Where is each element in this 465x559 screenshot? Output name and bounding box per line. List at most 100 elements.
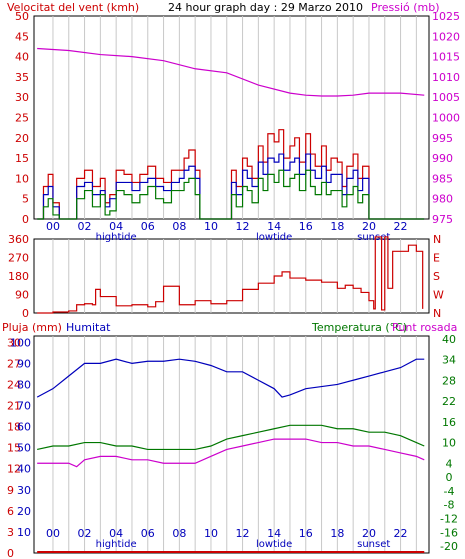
pressure-tick-label: 1020: [432, 30, 460, 43]
humidity-tick-label: 50: [17, 442, 31, 455]
wind-tick-label: 0: [22, 213, 29, 226]
top-chart-title: 24 hour graph day : 29 Marzo 2010: [168, 1, 363, 14]
humidity-temp-panel: [33, 335, 430, 554]
temperature-tick-label: 10: [442, 437, 456, 450]
temperature-tick-label: -8: [444, 499, 455, 512]
direction-tick-label: 90: [15, 289, 29, 302]
x-tick-label: 06: [141, 220, 155, 233]
x-tick-label-bottom: 20: [362, 527, 376, 540]
direction-compass-label: N: [433, 307, 441, 320]
humidity-tick-label: 90: [17, 357, 31, 370]
x-tick-label: 00: [46, 220, 60, 233]
temperature-tick-label: -20: [440, 540, 458, 553]
temperature-tick-label: 4: [446, 457, 453, 470]
x-tick-label: 08: [172, 220, 186, 233]
tide-marker-label-bottom: sunset: [357, 539, 390, 550]
direction-tick-label: 180: [8, 270, 29, 283]
x-tick-label: 16: [299, 220, 313, 233]
temperature-tick-label: 34: [442, 354, 456, 367]
x-tick-label-bottom: 10: [204, 527, 218, 540]
temperature-tick-label: -4: [444, 485, 455, 498]
wind-tick-label: 5: [22, 193, 29, 206]
x-tick-label: 14: [267, 220, 281, 233]
pressure-tick-label: 990: [432, 152, 453, 165]
x-tick-label: 02: [78, 220, 92, 233]
temperature-tick-label: -12: [440, 512, 458, 525]
rain-axis-label: Pluja (mm): [2, 321, 62, 334]
wind-avg-line: [37, 153, 425, 220]
wind-tick-label: 40: [15, 51, 29, 64]
x-tick-label: 10: [204, 220, 218, 233]
rain-tick-label: 18: [7, 421, 21, 434]
dewpoint-line: [37, 438, 425, 468]
pressure-tick-label: 980: [432, 193, 453, 206]
wind-min-line: [37, 169, 425, 220]
rain-tick-label: 21: [7, 400, 21, 413]
x-tick-label: 22: [394, 220, 408, 233]
temperature-tick-label: 16: [442, 416, 456, 429]
direction-tick-label: 270: [8, 252, 29, 265]
humidity-axis-label: Humitat: [66, 321, 111, 334]
tide-marker-label: hightide: [96, 232, 137, 243]
rain-tick-label: 6: [7, 505, 14, 518]
direction-compass-label: E: [433, 252, 440, 265]
tide-marker-label: sunset: [357, 232, 390, 243]
wind-tick-label: 50: [15, 10, 29, 23]
humidity-tick-label: 10: [17, 526, 31, 539]
pressure-tick-label: 975: [432, 213, 453, 226]
tide-marker-label-bottom: lowtide: [256, 539, 292, 550]
rain-tick-label: 3: [7, 526, 14, 539]
humidity-line: [36, 358, 425, 398]
x-tick-label: 12: [236, 220, 250, 233]
humidity-tick-label: 20: [17, 505, 31, 518]
dewpoint-axis-label: Punt rosada: [392, 321, 457, 334]
tide-marker-label-bottom: hightide: [96, 539, 137, 550]
x-tick-label-bottom: 18: [330, 527, 344, 540]
humidity-tick-label: 30: [17, 484, 31, 497]
direction-tick-label: 360: [8, 233, 29, 246]
humidity-tick-label: 40: [17, 463, 31, 476]
humidity-tick-label: 100: [10, 336, 31, 349]
pressure-tick-label: 985: [432, 172, 453, 185]
pressure-tick-label: 1015: [432, 51, 460, 64]
x-tick-label: 20: [362, 220, 376, 233]
rain-tick-label: 9: [7, 484, 14, 497]
rain-tick-label: 24: [7, 378, 21, 391]
wind-tick-label: 10: [15, 172, 29, 185]
x-tick-label-bottom: 12: [236, 527, 250, 540]
rain-tick-label: 0: [7, 547, 14, 559]
wind-axis-label: Velocitat del vent (kmh): [7, 1, 139, 14]
humidity-tick-label: 60: [17, 421, 31, 434]
temperature-tick-label: 40: [442, 333, 456, 346]
x-tick-label-bottom: 04: [109, 527, 123, 540]
rain-tick-label: 30: [7, 336, 21, 349]
pressure-line: [37, 47, 425, 97]
temperature-axis-label: Temperatura (°C): [311, 321, 407, 334]
humidity-tick-label: 70: [17, 400, 31, 413]
temperature-tick-label: 28: [442, 374, 456, 387]
pressure-tick-label: 1025: [432, 10, 460, 23]
x-tick-label-bottom: 02: [78, 527, 92, 540]
direction-compass-label: S: [433, 270, 440, 283]
wind-tick-label: 35: [15, 71, 29, 84]
temperature-tick-label: 0: [446, 471, 453, 484]
tide-marker-label: lowtide: [256, 232, 292, 243]
x-tick-label-bottom: 14: [267, 527, 281, 540]
pressure-tick-label: 1010: [432, 71, 460, 84]
x-tick-label: 04: [109, 220, 123, 233]
temperature-tick-label: -16: [440, 526, 458, 539]
temperature-tick-label: 22: [442, 395, 456, 408]
x-tick-label-bottom: 08: [172, 527, 186, 540]
rain-tick-label: 12: [7, 463, 21, 476]
x-tick-label-bottom: 16: [299, 527, 313, 540]
temperature-line: [37, 424, 425, 451]
direction-tick-label: 0: [22, 307, 29, 320]
rain-tick-label: 15: [7, 442, 21, 455]
x-tick-label-bottom: 06: [141, 527, 155, 540]
humidity-tick-label: 80: [17, 378, 31, 391]
wind-tick-label: 20: [15, 132, 29, 145]
wind-direction-line: [37, 236, 424, 314]
rain-tick-label: 27: [7, 357, 21, 370]
